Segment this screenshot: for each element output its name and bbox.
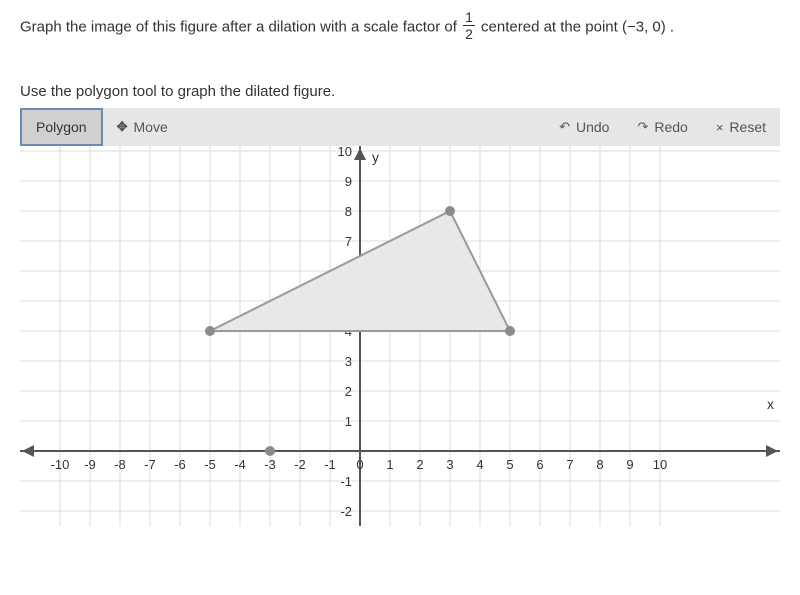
svg-text:-1: -1 [340,474,352,489]
fraction: 12 [463,10,475,41]
svg-text:-2: -2 [340,504,352,519]
move-tool-label: Move [134,119,168,135]
svg-text:6: 6 [536,457,543,472]
svg-text:9: 9 [345,174,352,189]
coordinate-grid[interactable]: -10-9-8-7-6-5-4-3-2-10123456789101234567… [20,146,780,526]
question-prefix: Graph the image of this figure after a d… [20,18,461,35]
svg-text:2: 2 [416,457,423,472]
svg-text:7: 7 [345,234,352,249]
redo-button[interactable]: ↷ Redo [623,108,701,146]
svg-text:-6: -6 [174,457,186,472]
svg-text:10: 10 [338,146,352,159]
move-tool-button[interactable]: ✥ Move [103,108,182,146]
x-axis-label: x [767,396,774,412]
polygon-tool-button[interactable]: Polygon [20,108,103,146]
svg-text:9: 9 [626,457,633,472]
fraction-denominator: 2 [463,26,475,41]
svg-text:-5: -5 [204,457,216,472]
reset-label: Reset [729,119,766,135]
svg-text:8: 8 [596,457,603,472]
svg-text:-3: -3 [264,457,276,472]
question-point: (−3, 0) [622,18,666,35]
svg-text:1: 1 [386,457,393,472]
undo-label: Undo [576,119,609,135]
svg-text:-8: -8 [114,457,126,472]
undo-button[interactable]: ↶ Undo [545,108,623,146]
y-axis-label: y [372,149,379,165]
chart-area[interactable]: -10-9-8-7-6-5-4-3-2-10123456789101234567… [20,146,780,529]
fraction-numerator: 1 [463,10,475,26]
svg-text:1: 1 [345,414,352,429]
redo-label: Redo [654,119,687,135]
svg-text:-10: -10 [51,457,70,472]
svg-text:-9: -9 [84,457,96,472]
svg-text:-4: -4 [234,457,246,472]
svg-text:3: 3 [345,354,352,369]
svg-text:5: 5 [506,457,513,472]
svg-text:10: 10 [653,457,667,472]
svg-text:-2: -2 [294,457,306,472]
svg-text:-7: -7 [144,457,156,472]
question-middle: centered at the point [477,18,622,35]
redo-icon: ↷ [637,119,648,135]
svg-text:4: 4 [476,457,483,472]
svg-text:7: 7 [566,457,573,472]
reset-button[interactable]: × Reset [702,108,780,146]
question-suffix: . [666,18,674,35]
question-text: Graph the image of this figure after a d… [20,12,780,43]
toolbar: Polygon ✥ Move ↶ Undo ↷ Redo × Reset [20,108,780,146]
move-icon: ✥ [117,119,128,135]
reset-icon: × [716,120,724,135]
svg-text:3: 3 [446,457,453,472]
svg-text:-1: -1 [324,457,336,472]
undo-icon: ↶ [559,119,570,135]
svg-text:2: 2 [345,384,352,399]
instruction-text: Use the polygon tool to graph the dilate… [20,83,780,100]
svg-text:0: 0 [356,457,363,472]
polygon-tool-label: Polygon [36,119,87,135]
svg-text:8: 8 [345,204,352,219]
